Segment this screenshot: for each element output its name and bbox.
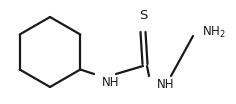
Text: S: S	[139, 9, 147, 22]
Text: NH$_2$: NH$_2$	[202, 24, 226, 40]
Text: NH: NH	[102, 76, 119, 89]
Text: NH: NH	[157, 78, 174, 91]
